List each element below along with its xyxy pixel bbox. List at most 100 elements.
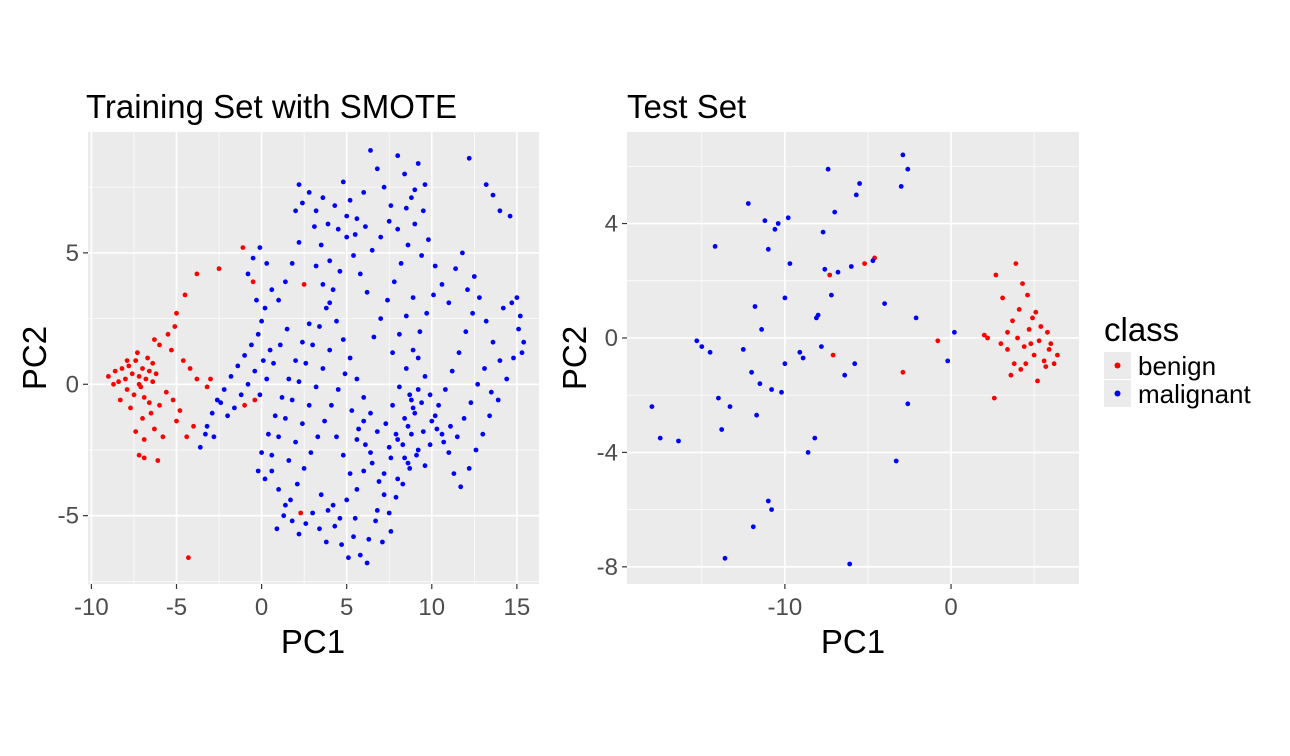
point-malignant — [283, 416, 288, 421]
point-malignant — [255, 468, 261, 474]
point-malignant — [456, 350, 462, 356]
point-malignant — [352, 232, 358, 237]
test-plot-title: Test Set — [627, 88, 746, 125]
point-malignant — [289, 397, 295, 403]
point-malignant — [699, 344, 705, 349]
point-malignant — [374, 429, 380, 434]
point-malignant — [509, 300, 515, 306]
point-benign — [1010, 318, 1015, 324]
point-malignant — [420, 208, 426, 214]
y-tick-label: -4 — [597, 439, 618, 466]
point-benign — [208, 376, 213, 382]
point-benign — [250, 279, 256, 285]
point-malignant — [432, 413, 438, 419]
point-malignant — [262, 476, 268, 482]
point-malignant — [257, 392, 263, 398]
training-plot: Training Set with SMOTE -10 -5 0 5 10 15 -5 0 5… — [16, 88, 539, 660]
point-malignant — [303, 360, 309, 366]
point-malignant — [334, 318, 339, 324]
point-benign — [204, 384, 210, 390]
point-malignant — [519, 350, 525, 356]
point-benign — [1005, 329, 1010, 335]
point-malignant — [952, 329, 957, 335]
point-benign — [1000, 295, 1005, 301]
test-plot-x-axis-title: PC1 — [821, 623, 885, 660]
point-malignant — [197, 444, 203, 450]
point-malignant — [378, 234, 384, 240]
point-benign — [133, 429, 139, 434]
point-malignant — [264, 261, 270, 266]
point-malignant — [313, 384, 319, 390]
point-malignant — [842, 372, 848, 378]
point-benign — [152, 426, 157, 432]
point-benign — [111, 381, 116, 387]
point-malignant — [427, 442, 433, 448]
point-malignant — [385, 297, 390, 303]
point-benign — [191, 423, 196, 429]
training-plot-x-axis-title: PC1 — [281, 623, 345, 660]
point-malignant — [232, 405, 237, 411]
training-plot-y-ticks: -5 0 5 — [58, 240, 88, 530]
point-malignant — [296, 379, 302, 385]
point-malignant — [397, 331, 402, 337]
point-malignant — [740, 347, 746, 352]
point-malignant — [327, 347, 333, 353]
point-malignant — [419, 400, 424, 406]
test-plot-points — [649, 152, 1060, 567]
point-malignant — [460, 250, 465, 256]
training-plot-y-axis-title: PC2 — [16, 326, 53, 390]
point-malignant — [832, 209, 838, 215]
point-malignant — [381, 471, 387, 476]
point-malignant — [296, 240, 302, 245]
point-malignant — [269, 287, 275, 293]
point-malignant — [749, 369, 754, 375]
point-malignant — [371, 334, 377, 340]
point-benign — [136, 374, 142, 379]
point-malignant — [310, 510, 315, 516]
point-malignant — [329, 402, 334, 408]
point-malignant — [354, 376, 360, 382]
point-malignant — [402, 171, 407, 177]
test-plot-background — [627, 132, 1079, 584]
point-benign — [124, 387, 130, 392]
point-malignant — [415, 161, 421, 166]
point-malignant — [412, 221, 418, 227]
point-malignant — [483, 182, 489, 188]
point-benign — [141, 437, 147, 442]
point-benign — [1026, 327, 1032, 332]
point-malignant — [218, 400, 224, 406]
point-benign — [985, 335, 990, 341]
point-malignant — [446, 300, 452, 306]
point-malignant — [286, 458, 292, 463]
point-malignant — [306, 402, 312, 408]
point-malignant — [369, 460, 375, 466]
point-benign — [1043, 364, 1049, 369]
point-malignant — [300, 421, 305, 427]
point-malignant — [393, 431, 399, 437]
point-malignant — [407, 466, 413, 471]
point-malignant — [395, 476, 401, 482]
point-malignant — [400, 481, 406, 487]
point-benign — [1025, 292, 1030, 298]
point-malignant — [829, 292, 834, 298]
point-malignant — [905, 166, 911, 172]
point-benign — [126, 363, 132, 369]
point-benign — [177, 408, 183, 413]
point-malignant — [403, 313, 409, 319]
point-malignant — [209, 410, 215, 416]
point-malignant — [203, 431, 208, 437]
point-malignant — [825, 166, 831, 172]
point-malignant — [397, 384, 402, 390]
point-malignant — [752, 304, 758, 309]
point-benign — [184, 434, 190, 440]
point-malignant — [337, 515, 343, 521]
point-malignant — [357, 552, 363, 558]
point-malignant — [431, 292, 436, 298]
point-malignant — [276, 297, 281, 303]
point-malignant — [211, 434, 217, 440]
point-benign — [141, 395, 147, 400]
point-malignant — [259, 450, 264, 455]
point-malignant — [461, 416, 467, 421]
point-malignant — [344, 213, 350, 219]
point-malignant — [414, 452, 419, 458]
